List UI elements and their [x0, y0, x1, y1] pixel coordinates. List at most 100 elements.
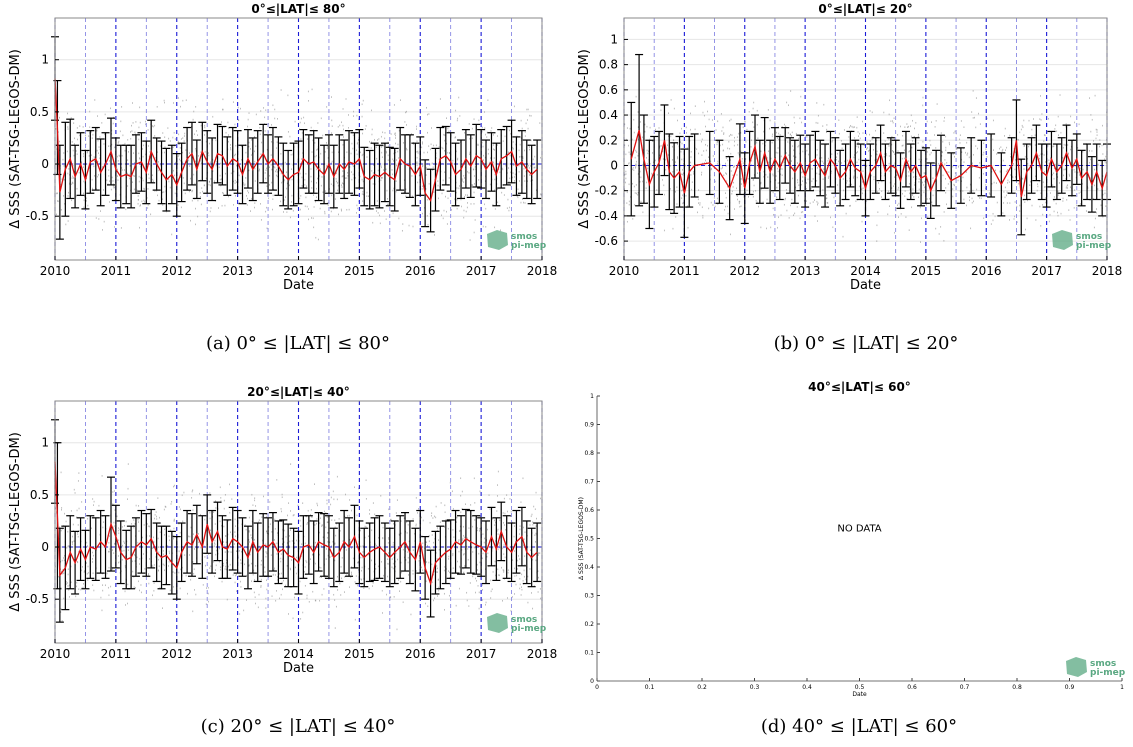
scatter-point — [417, 152, 419, 154]
scatter-point — [344, 576, 346, 578]
scatter-point — [133, 586, 135, 589]
scatter-point — [87, 150, 89, 153]
scatter-point — [75, 595, 77, 598]
scatter-point — [174, 572, 176, 574]
scatter-point — [154, 135, 156, 137]
scatter-point — [103, 189, 104, 191]
scatter-point — [224, 551, 226, 553]
scatter-point — [405, 559, 407, 561]
scatter-point — [290, 529, 291, 531]
scatter-point — [712, 204, 714, 206]
scatter-point — [248, 169, 250, 172]
scatter-point — [1058, 182, 1060, 184]
scatter-point — [1065, 178, 1067, 180]
scatter-point — [87, 565, 89, 568]
scatter-point — [727, 147, 729, 150]
scatter-point — [153, 541, 155, 544]
scatter-point — [687, 205, 688, 207]
scatter-point — [265, 210, 267, 213]
scatter-point — [459, 525, 461, 528]
scatter-point — [147, 525, 149, 528]
scatter-point — [218, 166, 220, 169]
scatter-point — [1034, 139, 1036, 142]
scatter-point — [924, 186, 926, 189]
scatter-point — [151, 564, 153, 567]
scatter-point — [532, 523, 534, 526]
scatter-point — [690, 128, 692, 131]
scatter-point — [436, 557, 438, 560]
scatter-point — [127, 159, 129, 161]
scatter-point — [463, 572, 464, 575]
scatter-point — [665, 168, 667, 171]
scatter-point — [215, 139, 217, 142]
scatter-point — [919, 206, 921, 209]
x-tick-label: 2012 — [161, 264, 192, 278]
scatter-point — [367, 567, 369, 570]
scatter-point — [369, 547, 371, 549]
scatter-point — [205, 564, 206, 567]
scatter-point — [861, 192, 863, 195]
scatter-point — [896, 192, 897, 194]
scatter-point — [302, 611, 304, 614]
scatter-point — [334, 198, 336, 200]
scatter-point — [849, 126, 850, 129]
scatter-point — [223, 562, 224, 565]
scatter-point — [178, 522, 180, 525]
scatter-point — [250, 154, 252, 156]
scatter-point — [635, 164, 637, 166]
scatter-point — [265, 543, 267, 546]
scatter-point — [494, 519, 495, 522]
scatter-point — [104, 584, 106, 587]
scatter-point — [135, 121, 137, 123]
scatter-point — [209, 184, 211, 187]
scatter-point — [114, 542, 116, 545]
scatter-point — [540, 497, 542, 500]
scatter-point — [311, 151, 313, 153]
scatter-point — [527, 108, 529, 111]
scatter-point — [149, 511, 151, 514]
scatter-point — [352, 134, 354, 137]
scatter-point — [748, 195, 749, 198]
scatter-point — [637, 191, 639, 194]
scatter-point — [56, 213, 57, 216]
scatter-point — [109, 201, 110, 203]
scatter-point — [122, 544, 123, 547]
scatter-point — [778, 216, 779, 219]
scatter-point — [396, 499, 398, 501]
scatter-point — [490, 157, 492, 159]
scatter-point — [528, 164, 529, 167]
scatter-point — [497, 484, 498, 486]
scatter-point — [520, 155, 522, 158]
scatter-point — [482, 557, 484, 560]
scatter-point — [471, 127, 473, 130]
scatter-point — [161, 198, 163, 200]
scatter-point — [320, 517, 321, 520]
scatter-point — [153, 564, 155, 566]
scatter-point — [437, 184, 439, 187]
scatter-point — [225, 131, 227, 134]
scatter-point — [158, 546, 160, 548]
scatter-point — [225, 541, 227, 544]
scatter-point — [93, 156, 95, 158]
scatter-point — [283, 179, 285, 181]
scatter-point — [63, 572, 65, 574]
scatter-point — [248, 541, 250, 543]
scatter-point — [693, 173, 695, 175]
scatter-point — [741, 165, 743, 168]
scatter-point — [762, 201, 764, 204]
scatter-point — [197, 180, 199, 182]
mean-series-line — [54, 78, 538, 202]
scatter-point — [321, 176, 323, 178]
scatter-point — [492, 547, 494, 550]
scatter-point — [525, 578, 527, 581]
scatter-point — [317, 177, 318, 180]
scatter-point — [191, 490, 193, 493]
scatter-point — [436, 527, 438, 529]
scatter-point — [1065, 123, 1067, 125]
scatter-point — [1014, 215, 1015, 218]
scatter-point — [466, 545, 468, 548]
scatter-point — [507, 510, 508, 513]
scatter-point — [510, 609, 512, 612]
scatter-point — [386, 151, 387, 154]
scatter-point — [1067, 184, 1069, 186]
